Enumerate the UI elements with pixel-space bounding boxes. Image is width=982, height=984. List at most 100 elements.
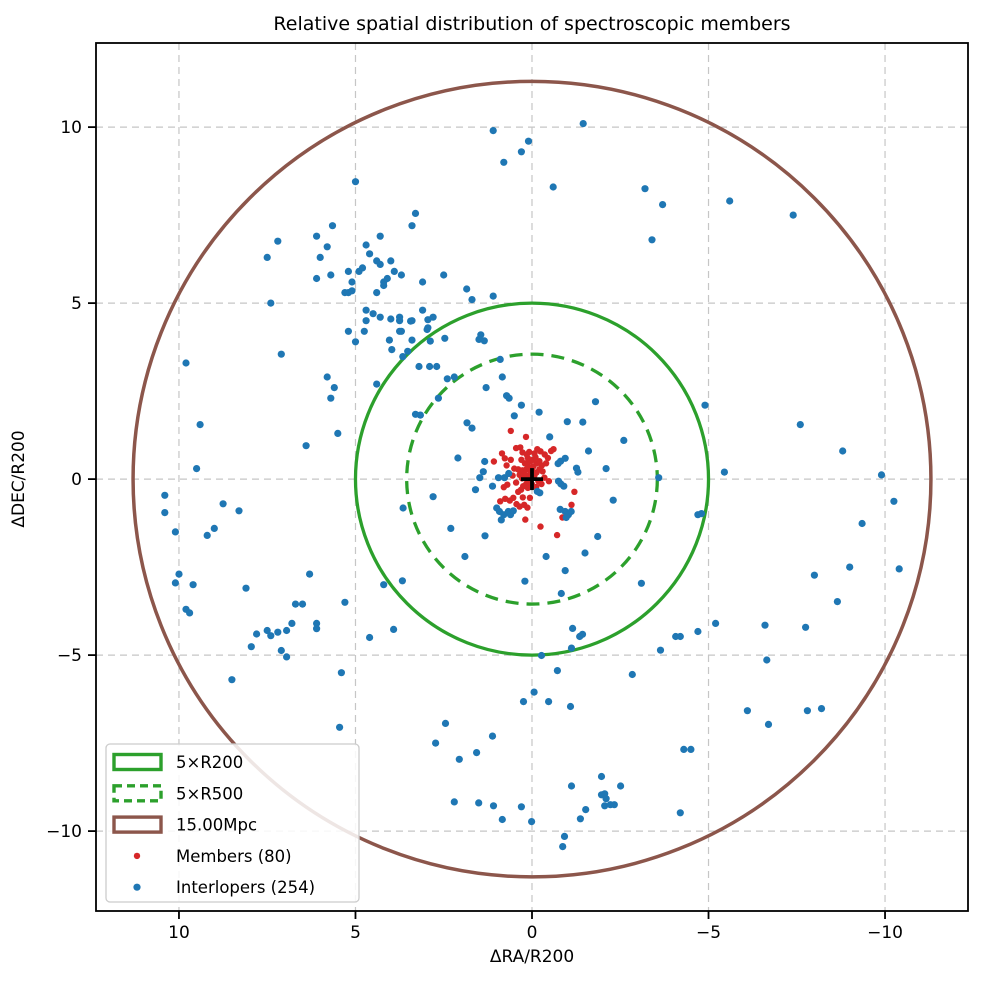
interloper-point bbox=[833, 598, 842, 606]
interloper-point bbox=[574, 468, 582, 476]
interloper-point bbox=[277, 350, 285, 358]
interloper-point bbox=[567, 782, 576, 790]
member-point bbox=[523, 451, 530, 458]
member-point bbox=[526, 494, 534, 501]
interloper-point bbox=[579, 120, 587, 128]
interloper-point bbox=[656, 646, 665, 654]
interloper-point bbox=[323, 243, 331, 251]
interloper-point bbox=[344, 327, 352, 335]
member-point bbox=[534, 446, 541, 453]
r200-circle bbox=[353, 301, 711, 657]
interloper-point bbox=[424, 316, 432, 324]
interloper-point bbox=[475, 799, 483, 807]
interloper-point bbox=[481, 457, 489, 466]
interloper-point bbox=[432, 739, 440, 747]
axes: 10 5 0 −5 −10 10 5 0 −5 −10 bbox=[46, 42, 969, 943]
interloper-point bbox=[701, 401, 709, 409]
interloper-point bbox=[473, 749, 481, 757]
interloper-point bbox=[175, 570, 183, 578]
interloper-point bbox=[298, 600, 307, 608]
member-point bbox=[544, 454, 552, 462]
member-point bbox=[511, 465, 518, 472]
interloper-point bbox=[399, 504, 407, 512]
interloper-point bbox=[429, 493, 437, 501]
interloper-point bbox=[846, 563, 854, 571]
interloper-point bbox=[648, 236, 656, 244]
interloper-point bbox=[680, 745, 688, 754]
interloper-point bbox=[563, 418, 571, 426]
interloper-point bbox=[858, 519, 866, 528]
interloper-point bbox=[336, 723, 344, 731]
interloper-point bbox=[283, 626, 291, 635]
interloper-point bbox=[488, 732, 497, 740]
interloper-point bbox=[267, 632, 275, 640]
member-point bbox=[537, 523, 544, 530]
interloper-point bbox=[313, 274, 321, 283]
interloper-point bbox=[557, 589, 565, 598]
legend-entry: Interlopers (254) bbox=[133, 878, 315, 897]
interloper-point bbox=[524, 137, 533, 145]
interloper-point bbox=[383, 274, 391, 283]
member-point bbox=[502, 495, 509, 502]
member-point bbox=[538, 480, 545, 488]
interloper-point bbox=[189, 581, 197, 589]
member-point bbox=[553, 531, 561, 539]
interloper-point bbox=[498, 815, 506, 824]
member-point bbox=[503, 462, 510, 469]
interloper-point bbox=[441, 719, 450, 728]
legend-swatch-dot bbox=[133, 852, 141, 860]
interloper-point bbox=[440, 271, 448, 279]
interloper-point bbox=[810, 571, 819, 579]
interloper-point bbox=[764, 720, 773, 729]
interloper-point bbox=[545, 698, 553, 706]
interloper-point bbox=[235, 507, 243, 515]
interloper-point bbox=[376, 313, 384, 321]
interloper-point bbox=[517, 148, 526, 156]
legend-swatch-circle bbox=[112, 815, 163, 834]
interloper-point bbox=[369, 310, 377, 318]
interloper-point bbox=[362, 241, 370, 249]
member-point bbox=[507, 456, 514, 463]
interloper-point bbox=[576, 815, 585, 823]
interloper-point bbox=[628, 670, 636, 679]
interloper-point bbox=[763, 656, 771, 664]
interloper-point bbox=[376, 232, 384, 240]
y-tick-label: 5 bbox=[71, 294, 82, 314]
member-point bbox=[545, 478, 553, 485]
member-point bbox=[524, 504, 531, 511]
interloper-point bbox=[560, 482, 568, 490]
interloper-point bbox=[253, 630, 261, 638]
interloper-point bbox=[182, 359, 190, 367]
interloper-point bbox=[380, 281, 388, 290]
chart-title: Relative spatial distribution of spectro… bbox=[273, 13, 790, 35]
interloper-point bbox=[450, 798, 458, 806]
interloper-point bbox=[399, 353, 407, 361]
interloper-point bbox=[726, 197, 734, 205]
interloper-point bbox=[561, 567, 569, 575]
interloper-point bbox=[591, 398, 600, 406]
interloper-point bbox=[567, 644, 576, 652]
interloper-point bbox=[620, 436, 628, 444]
interloper-point bbox=[528, 818, 536, 826]
interloper-point bbox=[560, 832, 569, 841]
member-point bbox=[547, 447, 555, 455]
interloper-point bbox=[434, 394, 442, 402]
interloper-point bbox=[161, 491, 169, 499]
interloper-point bbox=[313, 619, 321, 628]
interloper-point bbox=[228, 676, 236, 684]
interloper-point bbox=[388, 346, 396, 354]
interloper-point bbox=[447, 524, 455, 533]
interloper-point bbox=[498, 373, 506, 381]
interloper-point bbox=[489, 127, 497, 135]
interloper-point bbox=[267, 299, 275, 307]
y-tick-label: 10 bbox=[60, 118, 82, 138]
interloper-point bbox=[387, 315, 395, 323]
interloper-point bbox=[521, 577, 529, 585]
interloper-point bbox=[450, 373, 458, 381]
interloper-point bbox=[341, 598, 349, 606]
interloper-point bbox=[694, 627, 702, 636]
interloper-point bbox=[553, 667, 562, 675]
interloper-point bbox=[489, 292, 497, 300]
x-tick-label: −10 bbox=[867, 923, 903, 943]
